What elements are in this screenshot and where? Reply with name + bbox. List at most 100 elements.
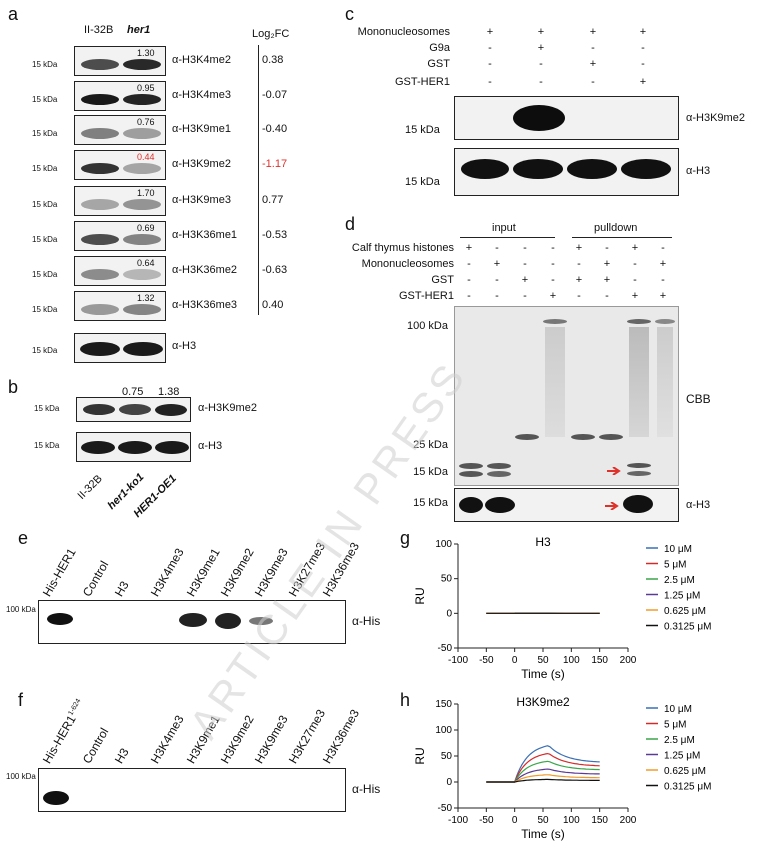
series-line: [486, 778, 600, 783]
c-marker-2: 15 kDa: [405, 176, 440, 188]
a-blot: 1.30: [74, 46, 166, 76]
a-h3-marker: 15 kDa: [32, 346, 58, 355]
d-mark: -: [661, 242, 665, 254]
a-marker: 15 kDa: [32, 235, 58, 244]
c-h3-band-1: [461, 159, 509, 179]
a-blot: 1.32: [74, 291, 166, 321]
a-band-her1: [123, 269, 161, 280]
d-mark: -: [495, 290, 499, 302]
c-h3-band-3: [567, 159, 617, 179]
a-antibody: α-H3K9me2: [172, 158, 231, 170]
a-antibody: α-H3K4me3: [172, 89, 231, 101]
lane-label: H3K9me3: [252, 713, 291, 766]
d-mark: -: [633, 274, 637, 286]
y-tick-label: -50: [438, 643, 453, 654]
a-col-her1: her1: [127, 24, 151, 36]
d-mark: -: [523, 290, 527, 302]
d-mark: +: [631, 242, 639, 254]
d-mark: -: [523, 258, 527, 270]
x-tick-label: 100: [563, 815, 580, 826]
d-row-label: Mononucleosomes: [361, 258, 454, 270]
x-tick-label: 200: [620, 655, 637, 666]
legend-label: 10 μM: [664, 544, 692, 555]
d-cbb-band-7b: [627, 463, 651, 468]
a-band-wt: [81, 59, 119, 70]
a-fc-header: Log₂FC: [252, 28, 290, 40]
lane-text: H3: [111, 578, 132, 599]
series-line: [486, 768, 600, 783]
d-h3-label: α-H3: [686, 499, 711, 511]
x-tick-label: 200: [620, 815, 637, 826]
d-mark: +: [549, 290, 557, 302]
x-tick-label: 50: [537, 815, 549, 826]
lane-text: Control: [79, 725, 112, 766]
x-tick-label: 50: [537, 655, 549, 666]
b-ratio-ko: 0.75: [122, 386, 144, 398]
a-h3-band-her1: [123, 342, 163, 356]
d-cbb-band-5: [571, 434, 595, 440]
a-marker: 15 kDa: [32, 270, 58, 279]
b-h3-band-3: [155, 441, 189, 454]
lane-text: H3K4me3: [147, 545, 187, 599]
c-ab1: α-H3K9me2: [686, 112, 745, 124]
chart-title: H3: [535, 535, 551, 549]
c-mark: +: [639, 26, 647, 38]
a-antibody: α-H3K9me3: [172, 194, 231, 206]
e-band-k9me1: [179, 613, 207, 627]
b-ratio-oe: 1.38: [158, 386, 180, 398]
a-blot: 0.76: [74, 115, 166, 145]
f-marker: 100 kDa: [6, 772, 36, 781]
c-mark: +: [589, 26, 597, 38]
e-marker: 100 kDa: [6, 605, 36, 614]
a-log2fc: -1.17: [262, 158, 288, 170]
panel-label-e: e: [18, 528, 29, 548]
d-mark: -: [495, 274, 499, 286]
c-mark: -: [488, 58, 492, 70]
d-marker-100: 100 kDa: [407, 320, 448, 332]
a-band-her1: [123, 94, 161, 105]
a-log2fc: 0.77: [262, 194, 284, 206]
d-cbb-band-2a: [487, 463, 511, 469]
legend-label: 5 μM: [664, 560, 686, 571]
lane-label: H3K9me1: [184, 546, 223, 599]
x-tick-label: 0: [512, 815, 518, 826]
a-band-wt: [81, 199, 119, 210]
a-log2fc: -0.40: [262, 123, 288, 135]
legend-label: 0.3125 μM: [664, 782, 711, 793]
panel-label-b: b: [8, 377, 19, 397]
a-band-her1: [123, 59, 161, 70]
legend-label: 0.3125 μM: [664, 622, 711, 633]
series-line: [486, 745, 600, 783]
y-tick-label: 50: [441, 574, 453, 585]
panel-label-d: d: [345, 214, 356, 234]
legend-label: 2.5 μM: [664, 735, 695, 746]
a-blot: 0.64: [74, 256, 166, 286]
panel-label-h: h: [400, 690, 411, 710]
b-h3-band-1: [81, 441, 115, 454]
a-blot: 0.44: [74, 150, 166, 180]
d-mark: -: [551, 242, 555, 254]
a-antibody: α-H3K36me2: [172, 264, 238, 276]
d-h3-band-2: [485, 497, 515, 513]
d-mark: +: [603, 274, 611, 286]
b-band-3: [155, 404, 187, 416]
c-mark: -: [539, 58, 543, 70]
c-marker-1: 15 kDa: [405, 124, 440, 136]
series-line: [486, 774, 600, 783]
a-marker: 15 kDa: [32, 164, 58, 173]
y-tick-label: -50: [438, 803, 453, 814]
d-mark: +: [631, 290, 639, 302]
y-tick-label: 0: [446, 777, 452, 788]
series-line: [486, 760, 600, 783]
a-ratio: 0.44: [137, 152, 155, 162]
d-marker-25: 25 kDa: [413, 439, 448, 451]
a-ratio: 1.70: [137, 188, 155, 198]
d-mark: -: [605, 242, 609, 254]
c-h3-band-4: [621, 159, 671, 179]
lane-text: H3K9me1: [183, 545, 223, 599]
c-mark: -: [539, 76, 543, 88]
b-h3-band-2: [118, 441, 152, 454]
y-axis-label: RU: [413, 747, 427, 764]
d-row-label: Calf thymus histones: [351, 242, 454, 254]
d-mark: +: [575, 242, 583, 254]
